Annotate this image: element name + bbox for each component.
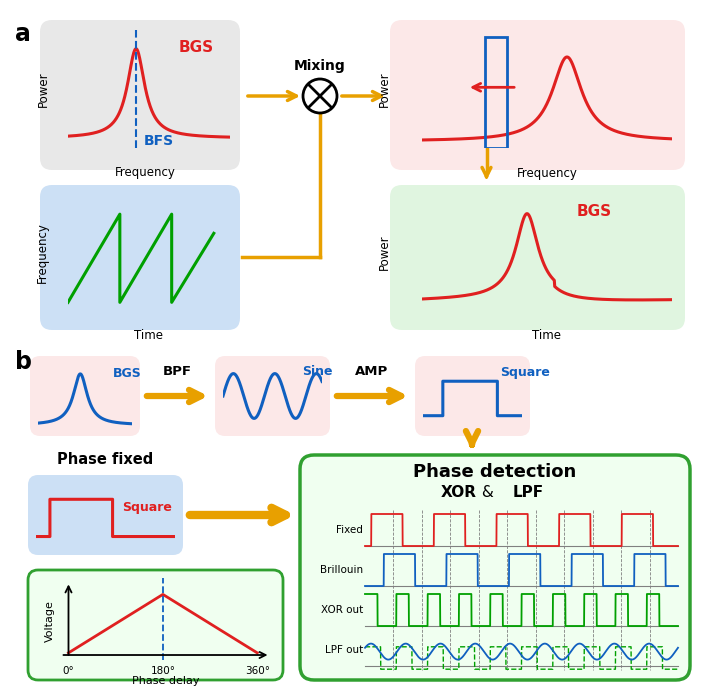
Text: Brillouin: Brillouin	[320, 565, 363, 575]
Text: XOR: XOR	[441, 485, 477, 500]
FancyBboxPatch shape	[215, 356, 330, 436]
FancyBboxPatch shape	[30, 356, 140, 436]
Text: Power: Power	[37, 72, 50, 107]
Text: Voltage: Voltage	[45, 600, 55, 641]
Text: AMP: AMP	[356, 365, 388, 378]
Text: Phase fixed: Phase fixed	[57, 452, 153, 467]
Text: XOR out: XOR out	[321, 605, 363, 615]
Text: b: b	[15, 350, 32, 374]
FancyBboxPatch shape	[40, 20, 240, 170]
FancyBboxPatch shape	[390, 20, 685, 170]
FancyBboxPatch shape	[415, 356, 530, 436]
FancyBboxPatch shape	[28, 570, 283, 680]
Text: Phase detection: Phase detection	[413, 463, 577, 481]
FancyBboxPatch shape	[28, 475, 183, 555]
Text: Frequency: Frequency	[517, 167, 577, 179]
Bar	[484, 37, 507, 148]
Text: a: a	[15, 22, 31, 46]
Circle shape	[303, 79, 337, 113]
FancyBboxPatch shape	[40, 185, 240, 330]
Text: Phase delay: Phase delay	[132, 676, 200, 686]
Text: Frequency: Frequency	[115, 166, 176, 179]
Text: Time: Time	[134, 329, 163, 342]
FancyBboxPatch shape	[300, 455, 690, 680]
Text: Fixed: Fixed	[336, 525, 363, 535]
Text: 0°: 0°	[62, 667, 75, 676]
Text: Power: Power	[378, 71, 391, 107]
Text: &: &	[477, 485, 498, 500]
Text: BFS: BFS	[144, 134, 174, 148]
Text: Square: Square	[122, 501, 172, 514]
Text: 180°: 180°	[151, 667, 175, 676]
Text: BGS: BGS	[577, 204, 612, 219]
Text: BGS: BGS	[178, 40, 213, 55]
Text: LPF: LPF	[513, 485, 544, 500]
Text: LPF out: LPF out	[324, 645, 363, 655]
Text: Sine: Sine	[302, 364, 333, 378]
Text: 360°: 360°	[245, 667, 270, 676]
Text: Mixing: Mixing	[294, 59, 346, 73]
Text: Frequency: Frequency	[36, 222, 48, 283]
Text: BGS: BGS	[113, 367, 142, 380]
Text: Power: Power	[378, 235, 391, 270]
FancyBboxPatch shape	[390, 185, 685, 330]
Text: BPF: BPF	[163, 365, 192, 378]
Text: Square: Square	[501, 366, 550, 379]
Text: Time: Time	[532, 329, 562, 342]
